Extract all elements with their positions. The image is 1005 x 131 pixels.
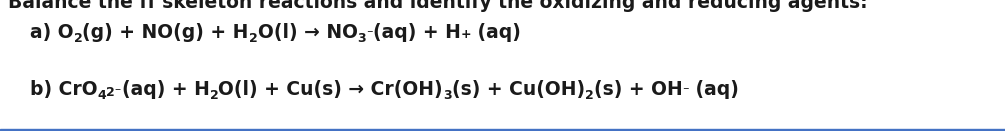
Text: ⁻: ⁻ bbox=[682, 86, 688, 99]
Text: Balance the ff skeleton reactions and identify the oxidizing and reducing agents: Balance the ff skeleton reactions and id… bbox=[8, 0, 867, 12]
Text: (aq) + H: (aq) + H bbox=[122, 80, 210, 99]
Text: 2: 2 bbox=[73, 32, 82, 45]
Text: 2: 2 bbox=[210, 89, 218, 102]
Text: 2: 2 bbox=[585, 89, 594, 102]
Text: 2: 2 bbox=[249, 32, 257, 45]
Text: (aq): (aq) bbox=[688, 80, 739, 99]
Text: b) CrO: b) CrO bbox=[30, 80, 97, 99]
Text: 3: 3 bbox=[443, 89, 451, 102]
Text: 4: 4 bbox=[97, 89, 107, 102]
Text: (aq): (aq) bbox=[471, 23, 522, 42]
Text: (s) + Cu(OH): (s) + Cu(OH) bbox=[451, 80, 585, 99]
Text: (s) + OH: (s) + OH bbox=[594, 80, 682, 99]
Text: 2⁻: 2⁻ bbox=[107, 86, 122, 99]
Text: a) O: a) O bbox=[30, 23, 73, 42]
Text: +: + bbox=[460, 29, 471, 42]
Text: (aq) + H: (aq) + H bbox=[373, 23, 460, 42]
Text: 3: 3 bbox=[358, 32, 366, 45]
Text: ⁻: ⁻ bbox=[366, 29, 373, 42]
Text: (g) + NO(g) + H: (g) + NO(g) + H bbox=[82, 23, 249, 42]
Text: O(l) + Cu(s) → Cr(OH): O(l) + Cu(s) → Cr(OH) bbox=[218, 80, 443, 99]
Text: O(l) → NO: O(l) → NO bbox=[257, 23, 358, 42]
FancyArrow shape bbox=[0, 129, 1005, 131]
